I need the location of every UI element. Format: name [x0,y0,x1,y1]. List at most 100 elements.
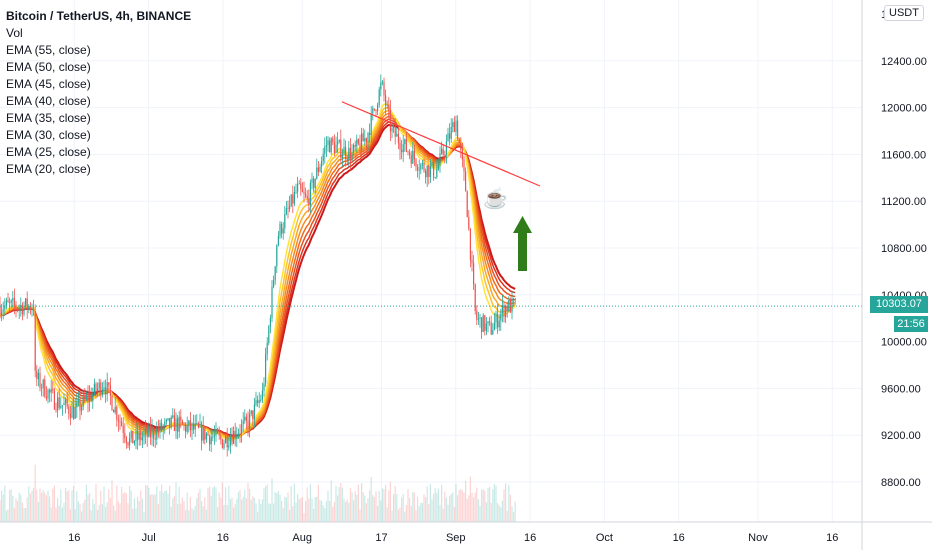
volume-bar [282,508,284,522]
candle-body [213,435,215,437]
candle-body [223,443,225,448]
volume-bar [306,487,308,522]
candle-body [497,313,499,328]
volume-bar [241,499,243,522]
candle-body [263,383,265,391]
candle-body [233,430,235,444]
candle-body [202,426,204,441]
candle-body [20,305,22,308]
volume-bar [193,510,195,522]
currency-selector[interactable]: USDT [884,5,924,21]
x-tick-label: Jul [142,532,156,544]
volume-bar [455,484,457,522]
candle-body [441,148,443,154]
candle-body [373,108,375,110]
candle-body [378,89,380,105]
candle-body [245,416,247,421]
candle-body [138,432,140,440]
volume-bar [66,491,68,522]
candle-body [489,321,491,323]
candle-body [276,245,278,267]
volume-bar [165,490,167,522]
volume-bar [34,464,36,522]
candle-body [335,144,337,153]
volume-bar [333,502,335,522]
candle-body [218,433,220,436]
volume-bar [273,503,275,522]
volume-bar [425,497,427,522]
volume-bar [257,512,259,522]
candle-body [314,178,316,188]
volume-bar [58,505,60,522]
candle-body [122,425,124,433]
candle-body [74,407,76,419]
x-tick-label: 17 [375,532,387,544]
arrow-shaft [518,232,527,271]
volume-bar [265,486,267,522]
candle-body [63,403,65,405]
candle-body [405,139,407,152]
candle-body [149,426,151,438]
volume-bar [434,488,436,522]
candle-body [389,110,391,132]
volume-bar [111,480,113,522]
volume-bar [377,505,379,522]
volume-bar [10,489,12,522]
candle-body [37,372,39,379]
volume-bar [322,504,324,522]
legend-ema-55: EMA (55, close) [6,43,91,57]
candle-body [250,410,252,414]
candle-body [105,387,107,395]
volume-bar [175,482,177,522]
candle-body [365,138,367,143]
candle-body [282,228,284,234]
candle-body [79,399,81,411]
volume-bar [250,499,252,522]
candle-body [485,323,487,331]
volume-bar [303,513,305,522]
volume-bar [276,493,278,522]
candle-body [474,284,476,311]
candle-body [449,133,451,139]
volume-bar [92,499,94,522]
volume-bar [68,490,70,522]
volume-bar [348,502,350,522]
candle-body [428,165,430,177]
candle-body [338,139,340,142]
volume-bar [329,500,331,522]
volume-bar [473,497,475,522]
volume-bar [369,490,371,522]
candle-body [481,317,483,333]
volume-bar [485,502,487,522]
candle-body [181,420,183,425]
volume-bar [506,510,508,522]
candle-body [165,419,167,422]
candle-body [346,158,348,160]
volume-bar [405,504,407,522]
candle-body [369,133,371,136]
volume-bar [457,495,459,522]
volume-bar [463,492,465,522]
volume-bar [69,509,71,522]
volume-bar [239,489,241,522]
volume-bar [188,510,190,522]
volume-bar [196,498,198,522]
candle-body [23,305,25,315]
coffee-cup-icon[interactable]: ☕ [483,188,508,210]
candle-body [418,169,420,171]
candle-body [498,320,500,328]
volume-bar [23,508,25,522]
volume-bar [309,484,311,522]
candle-body [417,166,419,171]
volume-bar [213,486,215,522]
candle-body [442,148,444,155]
candle-body [58,397,60,408]
candle-body [457,120,459,139]
volume-bar [281,500,283,522]
volume-bar [471,492,473,522]
candle-body [361,133,363,151]
candle-body [495,313,497,323]
volume-bar [13,508,15,522]
